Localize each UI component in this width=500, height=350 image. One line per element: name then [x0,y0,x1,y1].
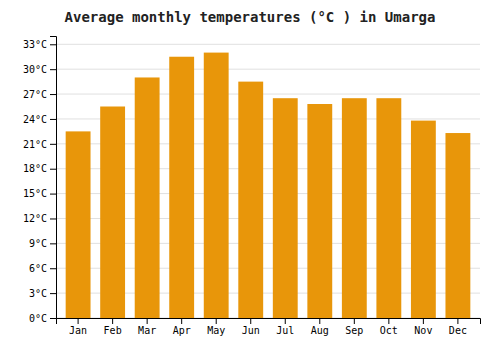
bar [376,98,401,318]
bar [307,104,332,318]
y-tick: 33°C [23,39,56,50]
x-tick-mark [250,318,251,324]
x-tick-mark [147,318,148,324]
y-tick: 9°C [29,238,56,249]
y-tick-label: 0°C [29,313,47,324]
x-tick: Mar [138,318,156,336]
y-tick-label: 24°C [23,114,47,125]
x-tick-label: Mar [138,325,156,336]
x-tick-label: Aug [311,325,329,336]
y-tick-label: 15°C [23,188,47,199]
y-tick-mark [50,169,56,170]
x-tick: Jan [69,318,87,336]
y-tick-mark [50,94,56,95]
x-tick-mark [457,318,458,324]
chart-container: Average monthly temperatures (°C ) in Um… [0,0,500,350]
y-tick-mark [50,69,56,70]
grid [56,44,480,318]
y-tick-mark [50,144,56,145]
y-tick-label: 12°C [23,213,47,224]
y-tick: 15°C [23,188,56,199]
y-tick-mark [50,194,56,195]
y-tick: 30°C [23,64,56,75]
x-tick-mark [78,318,79,324]
y-tick: 21°C [23,139,56,150]
y-tick: 6°C [29,263,56,274]
y-tick-mark [50,119,56,120]
x-tick-label: Dec [449,325,467,336]
x-tick-label: Nov [414,325,432,336]
x-tick-label: Sep [345,325,363,336]
x-tick-mark [319,318,320,324]
y-axis-line [50,37,57,319]
bar [238,82,263,318]
y-tick: 12°C [23,213,56,224]
y-tick: 0°C [29,313,56,324]
x-tick: Aug [311,318,329,336]
x-tick: Dec [449,318,467,336]
y-tick-label: 18°C [23,163,47,174]
bar [100,107,125,319]
y-tick-label: 9°C [29,238,47,249]
bar [411,121,436,318]
x-tick: Oct [380,318,398,336]
y-tick-mark [50,218,56,219]
bar [445,133,470,318]
bar [273,98,298,318]
y-tick-label: 3°C [29,288,47,299]
grid-line [56,44,480,45]
y-tick: 3°C [29,288,56,299]
y-tick: 18°C [23,163,56,174]
bar [66,131,91,318]
x-tick-label: Oct [380,325,398,336]
y-tick-mark [50,318,56,319]
x-tick: Jun [242,318,260,336]
grid-line [56,69,480,70]
x-tick: Sep [345,318,363,336]
x-tick-mark [181,318,182,324]
x-tick-label: May [207,325,225,336]
bar [342,98,367,318]
bar [169,57,194,318]
y-tick-mark [50,268,56,269]
x-tick-mark [112,318,113,324]
x-tick-label: Jun [242,325,260,336]
y-tick-mark [50,243,56,244]
x-tick-label: Jan [69,325,87,336]
x-tick-mark [285,318,286,324]
x-tick-mark [388,318,389,324]
title: Average monthly temperatures (°C ) in Um… [65,9,436,25]
x-axis: Jan Feb Mar Apr May Jun Jul Aug Sep Oct Nov Dec [57,318,481,336]
bar [135,77,160,318]
x-tick-mark [423,318,424,324]
y-tick-label: 21°C [23,139,47,150]
bar [204,53,229,318]
y-tick-label: 27°C [23,89,47,100]
y-tick-label: 30°C [23,64,47,75]
marks [66,53,471,318]
x-tick-label: Jul [276,325,294,336]
y-tick-mark [50,44,56,45]
y-tick-label: 33°C [23,39,47,50]
y-tick: 24°C [23,114,56,125]
grid-line [56,94,480,95]
x-tick-label: Apr [173,325,191,336]
plot: Jan Feb Mar Apr May Jun Jul Aug Sep Oct Nov Dec 0°C 3… [23,37,481,337]
x-tick: Apr [173,318,191,336]
x-tick: May [207,318,225,336]
x-tick: Nov [414,318,432,336]
y-tick: 27°C [23,89,56,100]
chart: Average monthly temperatures (°C ) in Um… [0,0,500,350]
y-axis: 0°C 3°C 6°C 9°C 12°C 15°C 18°C 21°C 24°C 27°C 30°C… [23,37,57,324]
x-tick: Jul [276,318,294,336]
y-tick-mark [50,293,56,294]
x-tick: Feb [104,318,122,336]
x-tick-mark [354,318,355,324]
x-tick-mark [216,318,217,324]
x-axis-line [57,319,481,325]
y-tick-label: 6°C [29,263,47,274]
x-tick-label: Feb [104,325,122,336]
